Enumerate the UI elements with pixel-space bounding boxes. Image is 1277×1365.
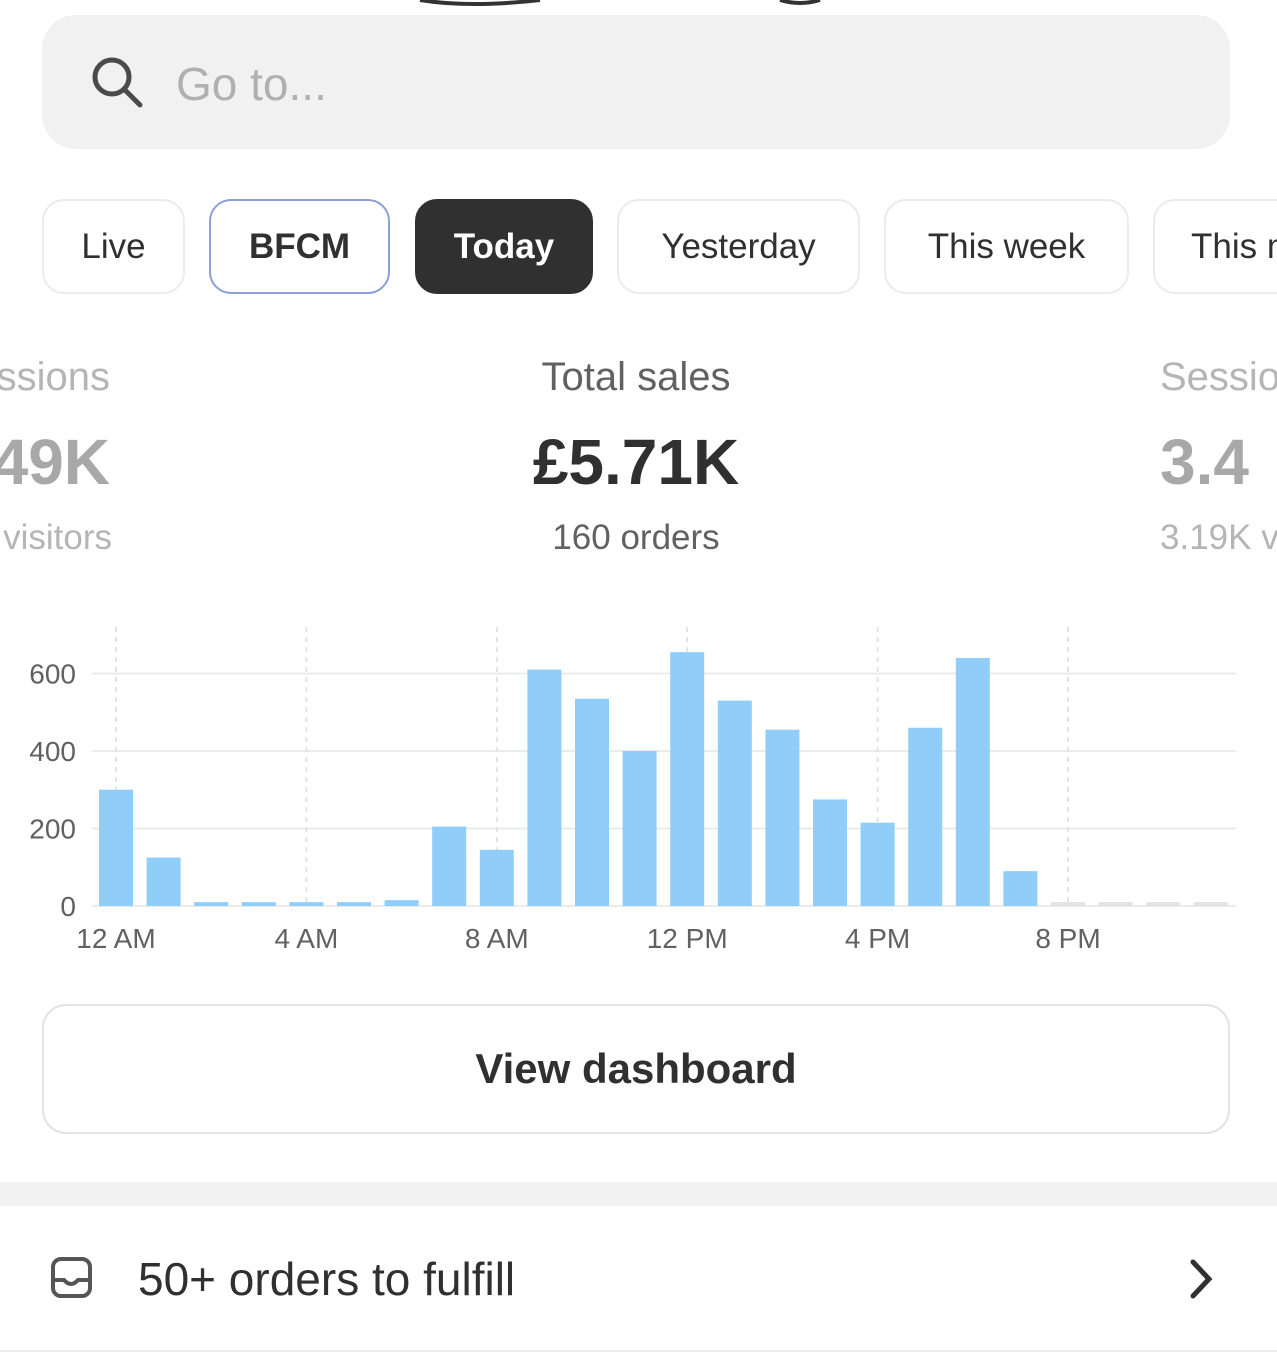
tab[interactable]: This m	[1153, 199, 1277, 294]
metric-label: Sessio	[1160, 355, 1277, 399]
tab[interactable]: Yesterday	[617, 199, 860, 294]
top-fragment	[419, 0, 821, 6]
bar	[384, 900, 419, 906]
bar	[908, 727, 943, 906]
chart: 0 200 400 600 12 AM 4 AM 8 AM 12 PM 4 PM 8 PM	[29, 627, 1236, 954]
bar	[955, 658, 990, 906]
chevron	[1190, 1259, 1213, 1299]
bar	[194, 902, 229, 906]
x-tick-label: 4 PM	[845, 923, 910, 954]
metric-sub: visitors	[3, 518, 112, 557]
bar	[99, 789, 133, 906]
metric-label: Total sales	[541, 355, 731, 399]
bar	[575, 698, 609, 906]
bar	[1098, 902, 1133, 906]
bar	[813, 799, 847, 906]
view-dashboard-button[interactable]: View dashboard	[42, 1004, 1230, 1134]
metric-value: 3.4	[1160, 426, 1249, 498]
tab[interactable]: Today	[415, 199, 593, 294]
task-row[interactable]: 50+ orders to fulfill	[138, 1253, 516, 1305]
y-tick-label: 0	[60, 891, 76, 922]
bar	[432, 826, 467, 906]
x-tick-label: 8 PM	[1035, 923, 1100, 954]
y-tick-label: 200	[29, 814, 76, 845]
bar	[146, 857, 181, 906]
bar	[1146, 902, 1181, 906]
separator	[0, 1182, 1277, 1206]
metric-label: ssions	[0, 355, 110, 399]
bar	[622, 751, 657, 906]
search-placeholder: Go to...	[176, 58, 327, 110]
bar	[765, 729, 800, 906]
bar	[1051, 902, 1085, 906]
x-tick-label: 12 AM	[76, 923, 155, 954]
tab[interactable]: Live	[42, 199, 185, 294]
y-tick-label: 400	[29, 736, 76, 767]
y-tick-label: 600	[29, 659, 76, 690]
metric-sub: 3.19K v	[1160, 518, 1277, 557]
bar	[289, 902, 324, 906]
tab[interactable]: BFCM	[209, 199, 390, 294]
inbox-icon	[51, 1257, 92, 1298]
bar	[860, 822, 895, 906]
bar	[670, 652, 705, 906]
bar	[1193, 902, 1228, 906]
bar	[1003, 871, 1038, 906]
bar	[337, 902, 371, 906]
metric-value: 49K	[0, 426, 110, 498]
bar	[241, 902, 276, 906]
bar	[717, 700, 752, 906]
search-bar[interactable]: Go to...	[42, 15, 1230, 149]
bar	[479, 849, 514, 906]
divider	[0, 1350, 1277, 1352]
x-tick-label: 4 AM	[274, 923, 338, 954]
metric-sub: 160 orders	[552, 518, 720, 557]
metric-value: £5.71K	[532, 426, 740, 498]
x-tick-label: 8 AM	[465, 923, 529, 954]
search-icon	[92, 57, 143, 108]
x-tick-label: 12 PM	[647, 923, 728, 954]
bar	[527, 669, 562, 906]
tab[interactable]: This week	[884, 199, 1129, 294]
